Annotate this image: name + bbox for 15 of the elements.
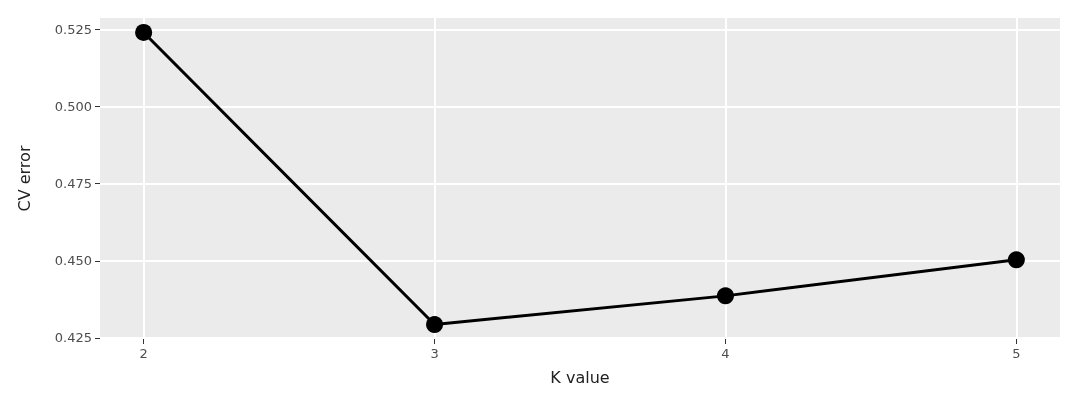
x-axis-title: K value	[550, 367, 610, 387]
x-tick-label: 2	[139, 346, 148, 361]
y-tick-label: 0.475	[54, 176, 92, 192]
x-tick-label: 5	[1012, 346, 1021, 361]
y-tick-label: 0.500	[54, 99, 92, 115]
point	[1007, 251, 1025, 269]
x-tick-label: 4	[721, 346, 730, 361]
point	[426, 316, 444, 334]
y-tick-label: 0.525	[54, 22, 92, 38]
point	[716, 287, 734, 305]
y-axis-title: CV error	[14, 145, 34, 212]
point	[135, 23, 153, 41]
y-tick-label: 0.425	[54, 330, 92, 346]
x-tick-label: 3	[430, 346, 439, 361]
y-tick-label: 0.450	[54, 253, 92, 269]
